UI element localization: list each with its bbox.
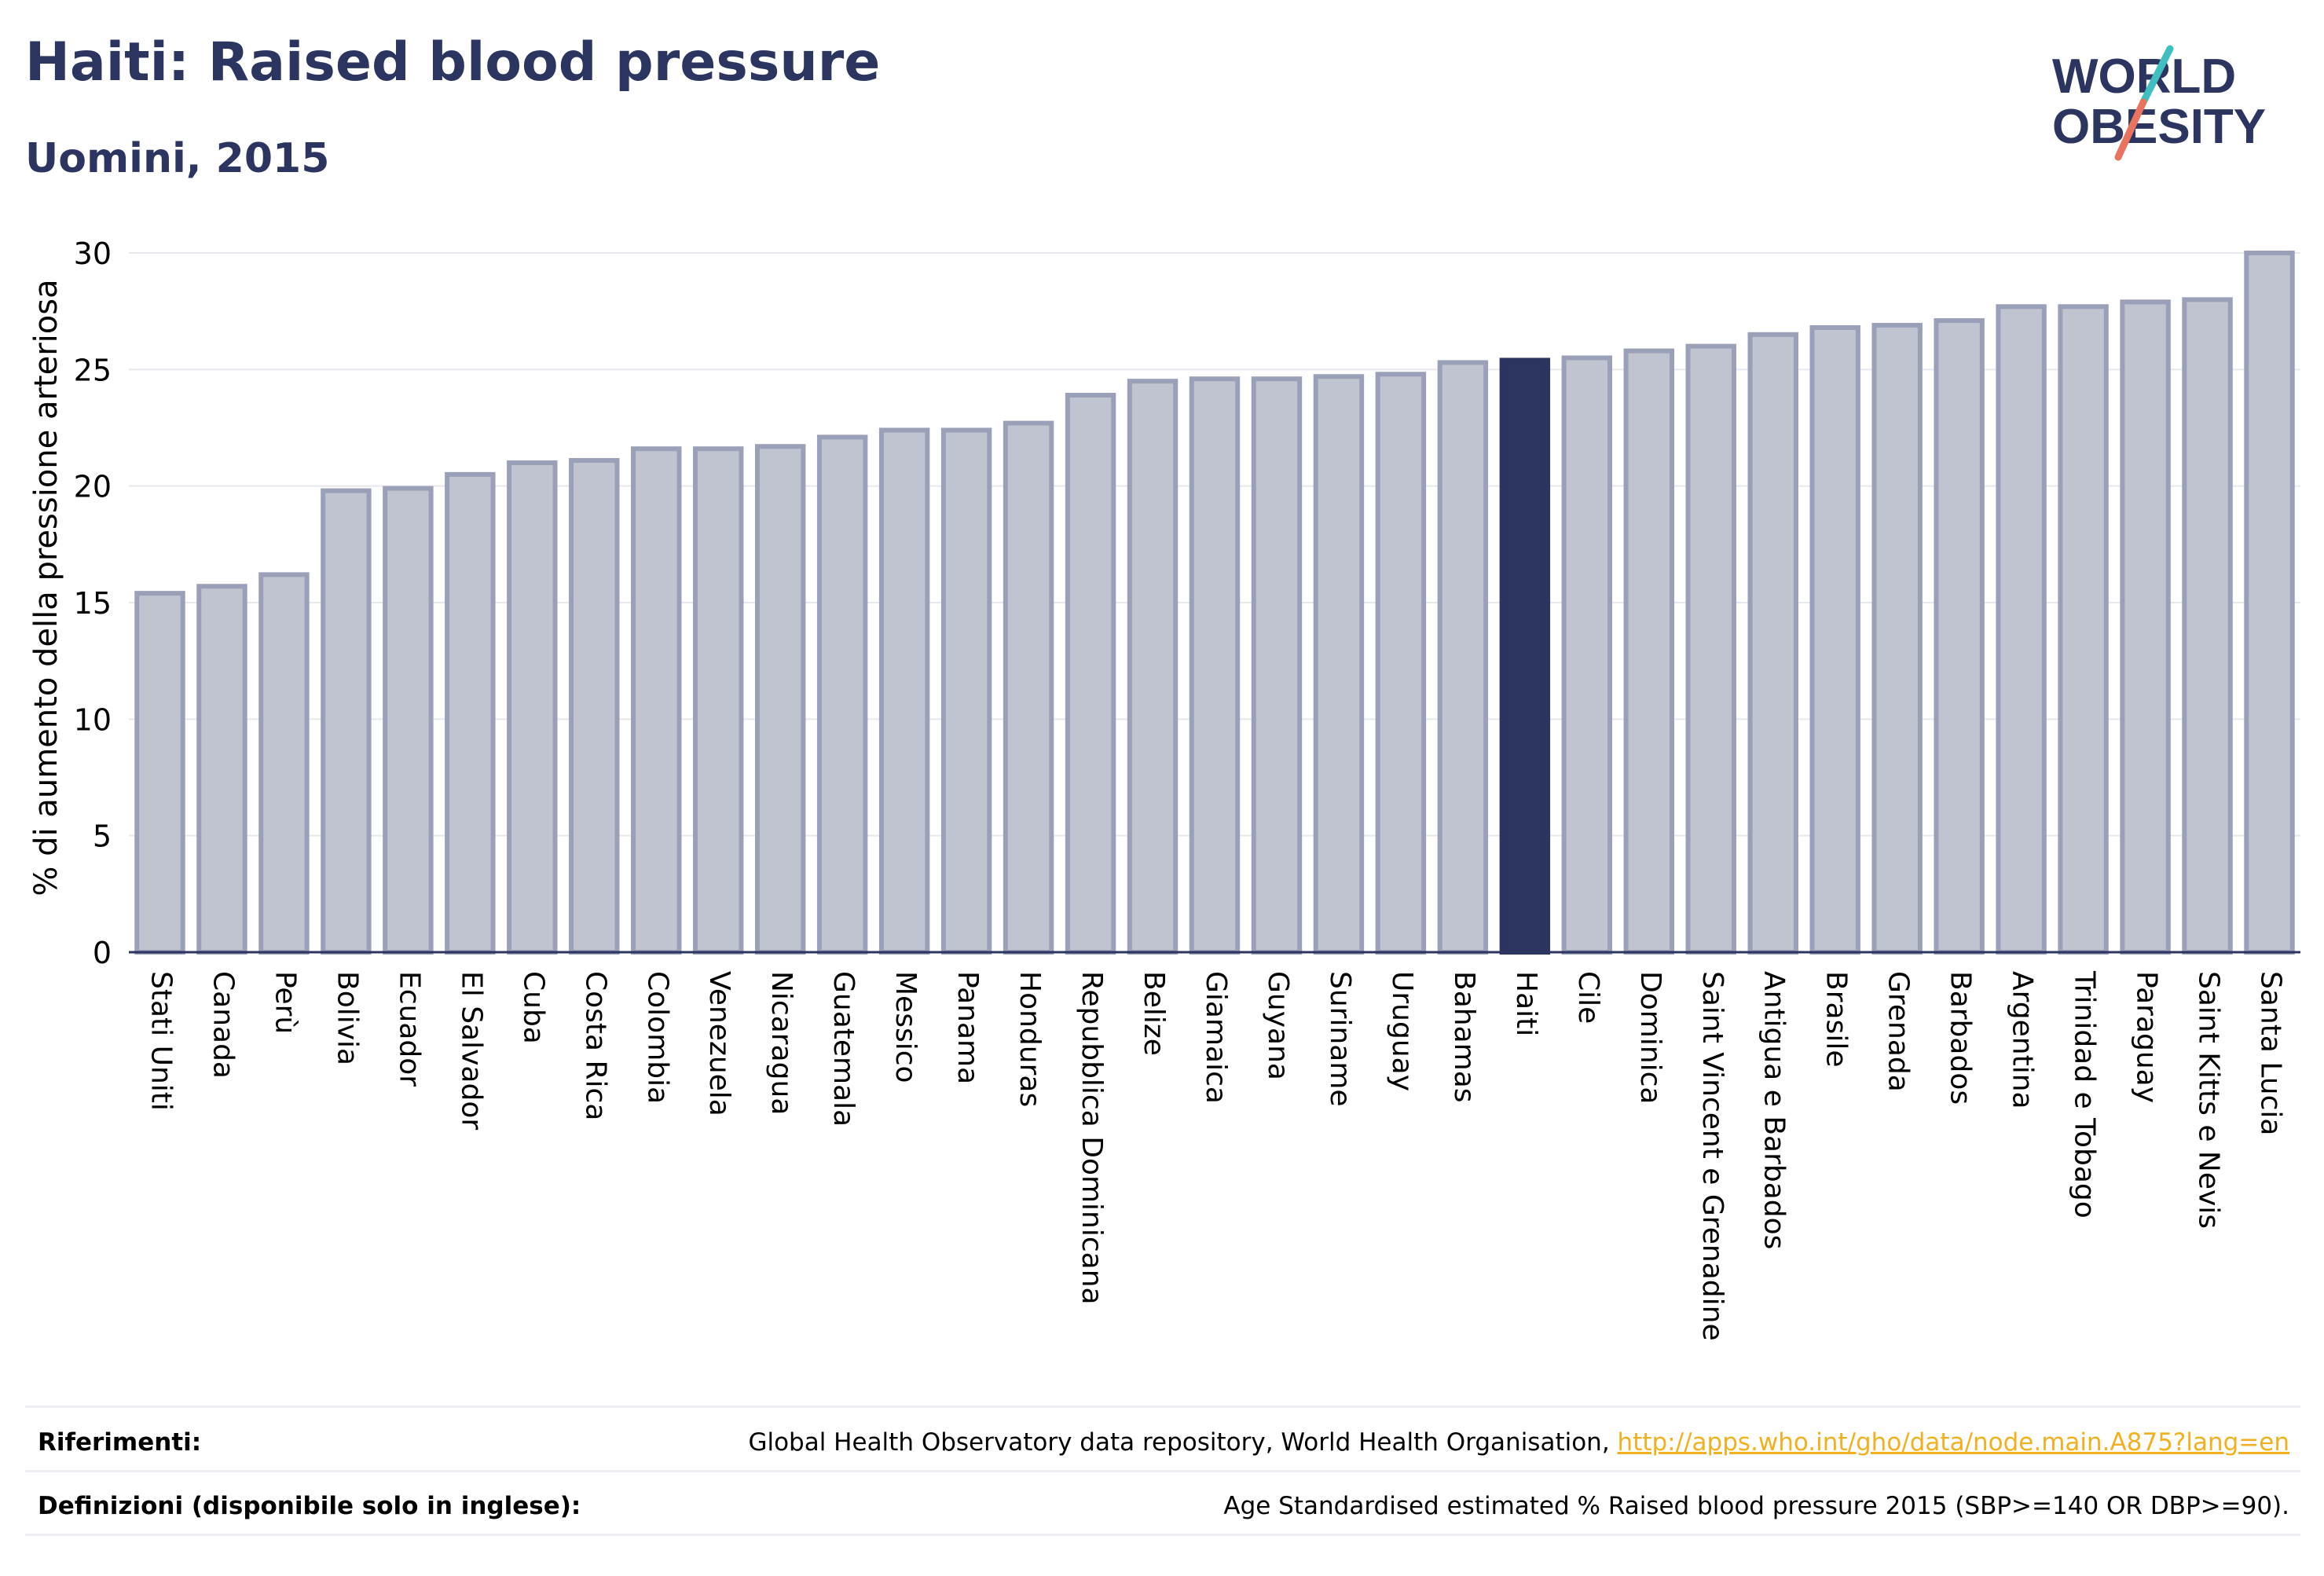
x-tick-label: Suriname xyxy=(1324,971,1356,1107)
bar-argentina xyxy=(1996,304,2047,955)
bar-paraguay xyxy=(2120,299,2171,955)
bar-chart: 0 5 10 15 20 25 30 Stati Uniti Canada Perù Bolivi… xyxy=(28,236,2300,1341)
bar-guyana xyxy=(1251,376,1303,955)
bar-venezuela xyxy=(693,446,744,955)
y-axis-label: % di aumento della pressione arteriosa xyxy=(28,279,64,896)
x-tick-label: Bahamas xyxy=(1448,971,1480,1103)
footer-divider-top xyxy=(25,1406,2300,1408)
x-tick-label: Cuba xyxy=(517,971,549,1044)
bar-brasile xyxy=(1809,324,1860,955)
x-tick-label: Bolivia xyxy=(331,971,363,1065)
y-tick-label: 25 xyxy=(74,353,112,387)
x-tick-label: Stati Uniti xyxy=(145,971,177,1111)
y-tick-label: 30 xyxy=(74,236,112,271)
bar-canada xyxy=(196,584,247,955)
bar-haiti xyxy=(1499,357,1551,955)
references-text: Global Health Observatory data repositor… xyxy=(748,1428,1618,1457)
x-tick-label: Costa Rica xyxy=(579,971,611,1120)
x-tick-label: Barbados xyxy=(1945,971,1977,1105)
references-value: Global Health Observatory data repositor… xyxy=(748,1428,2289,1457)
bar-repubblica-dominicana xyxy=(1065,392,1116,955)
x-tick-label: Nicaragua xyxy=(765,971,797,1115)
x-tick-label: Guatemala xyxy=(827,971,860,1127)
bar-saint-vincent-e-grenadine xyxy=(1685,343,1736,955)
bar-antigua-e-barbados xyxy=(1747,332,1798,955)
x-tick-label: Venezuela xyxy=(703,971,735,1116)
bar-costa-rica xyxy=(569,458,620,955)
chart-subtitle: Uomini, 2015 xyxy=(25,135,330,182)
bar-el-salvador xyxy=(445,471,496,955)
y-tick-label: 15 xyxy=(74,586,112,621)
x-tick-label: Saint Kitts e Nevis xyxy=(2193,971,2225,1229)
bar-colombia xyxy=(631,446,682,955)
bar-saint-kitts-e-nevis xyxy=(2182,297,2233,955)
references-link[interactable]: http://apps.who.int/gho/data/node.main.A… xyxy=(1617,1428,2289,1457)
x-axis-ticks: Stati Uniti Canada Perù Bolivia Ecuador El Sa… xyxy=(145,970,2286,1341)
bar-santa-lucia xyxy=(2244,251,2295,955)
x-tick-label: Argentina xyxy=(2007,971,2039,1109)
bar-guatemala xyxy=(816,434,868,955)
bar-panama xyxy=(940,427,992,955)
logo-slash-top xyxy=(2139,45,2174,106)
x-tick-label: Uruguay xyxy=(1386,971,1418,1091)
x-tick-label: Saint Vincent e Grenadine xyxy=(1696,971,1728,1341)
bar-bolivia xyxy=(321,488,372,955)
x-tick-label: Antigua e Barbados xyxy=(1758,971,1791,1249)
bar-ecuador xyxy=(383,486,434,955)
bar-belize xyxy=(1127,379,1178,955)
x-tick-label: Cile xyxy=(1572,971,1604,1024)
x-tick-label: Santa Lucia xyxy=(2255,971,2287,1135)
x-tick-label: Guyana xyxy=(1262,971,1294,1080)
bar-uruguay xyxy=(1375,372,1427,955)
bar-honduras xyxy=(1003,420,1054,955)
x-tick-label: Trinidad e Tobago xyxy=(2069,970,2101,1219)
definitions-label: Definizioni (disponibile solo in inglese… xyxy=(38,1492,581,1520)
y-tick-label: 5 xyxy=(93,819,112,854)
x-tick-label: Canada xyxy=(207,971,239,1079)
bar-suriname xyxy=(1313,374,1365,955)
y-tick-label: 20 xyxy=(74,470,112,504)
x-tick-label: Repubblica Dominicana xyxy=(1076,971,1108,1305)
logo-slash-bottom xyxy=(2114,98,2147,161)
x-tick-label: Honduras xyxy=(1014,971,1046,1107)
x-tick-label: Brasile xyxy=(1820,971,1853,1067)
x-tick-label: Belize xyxy=(1138,971,1170,1056)
bar-dominica xyxy=(1623,348,1675,955)
y-axis-ticks: 0 5 10 15 20 25 30 xyxy=(74,236,112,970)
definitions-value: Age Standardised estimated % Raised bloo… xyxy=(1223,1492,2289,1520)
bar-nicaragua xyxy=(754,444,806,955)
y-tick-label: 0 xyxy=(93,936,112,970)
footer-divider-middle xyxy=(25,1470,2300,1472)
chart-title: Haiti: Raised blood pressure xyxy=(25,31,881,93)
bar-trinidad-e-tobago xyxy=(2058,304,2109,955)
x-tick-label: Messico xyxy=(889,971,922,1083)
x-tick-label: El Salvador xyxy=(455,971,487,1130)
bar-giamaica xyxy=(1189,376,1241,955)
bar-bahamas xyxy=(1437,360,1489,955)
x-tick-label: Dominica xyxy=(1634,971,1666,1105)
x-tick-label: Panama xyxy=(951,971,984,1084)
bar-cile xyxy=(1561,355,1613,955)
bar-grenada xyxy=(1871,322,1923,955)
bar-stati-uniti xyxy=(134,591,185,955)
bar-messico xyxy=(878,427,930,955)
x-tick-label: Ecuador xyxy=(393,971,425,1087)
bar-barbados xyxy=(1934,318,1985,955)
x-tick-label: Giamaica xyxy=(1200,971,1232,1104)
x-tick-label: Paraguay xyxy=(2131,971,2163,1103)
x-tick-label: Haiti xyxy=(1510,971,1542,1036)
references-label: Riferimenti: xyxy=(38,1428,202,1457)
bar-cuba xyxy=(507,460,558,955)
x-tick-label: Colombia xyxy=(641,971,673,1104)
x-tick-label: Grenada xyxy=(1882,971,1915,1092)
logo-line-obesity: OBESITY xyxy=(2052,100,2266,154)
footer-divider-bottom xyxy=(25,1534,2300,1536)
x-tick-label: Perù xyxy=(269,971,301,1034)
world-obesity-logo: WORLD OBESITY xyxy=(2052,45,2266,161)
bar-per- xyxy=(258,572,310,955)
bars xyxy=(129,251,2300,955)
y-tick-label: 10 xyxy=(74,702,112,737)
